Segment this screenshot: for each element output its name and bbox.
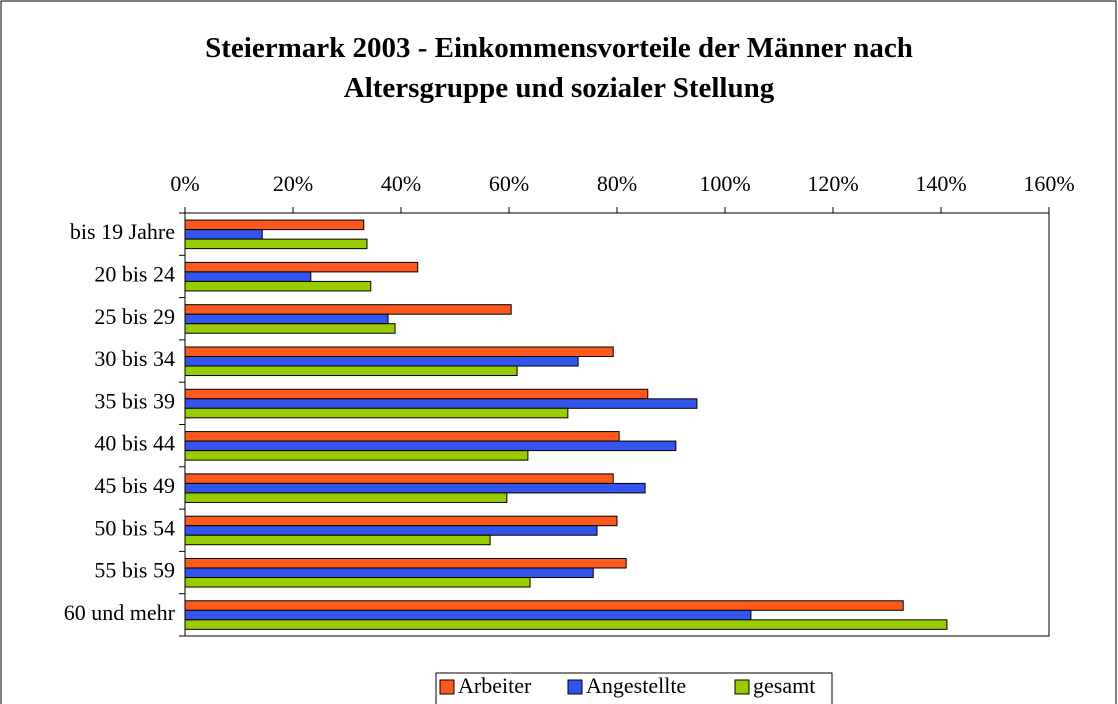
bar (184, 534, 491, 546)
y-tick-label: 20 bis 24 (94, 261, 175, 286)
bar (184, 440, 677, 452)
x-tick-label: 120% (807, 171, 858, 196)
bar (184, 313, 389, 325)
bar (184, 431, 620, 442)
x-tick-label: 20% (273, 171, 313, 196)
legend-label: Angestellte (586, 673, 686, 698)
legend-frame (435, 672, 833, 704)
x-tick-label: 160% (1023, 171, 1074, 196)
y-tick-label: 40 bis 44 (94, 431, 175, 456)
bar (184, 323, 396, 334)
bar (184, 238, 368, 250)
bar (184, 492, 508, 503)
legend-swatch (567, 679, 583, 695)
x-tick-label: 40% (381, 171, 421, 196)
bar (184, 473, 614, 484)
legend-label: Arbeiter (458, 673, 532, 698)
y-tick-label: 55 bis 59 (94, 558, 175, 583)
bar (184, 619, 948, 630)
bar (184, 219, 365, 231)
x-tick-label: 60% (489, 171, 529, 196)
x-tick-label: 0% (170, 171, 199, 196)
y-tick-label: 30 bis 34 (94, 346, 175, 371)
bar (184, 271, 312, 282)
bar (184, 567, 594, 579)
y-tick-label: 50 bis 54 (94, 515, 175, 540)
x-tick-label: 80% (597, 171, 637, 196)
bar (184, 600, 904, 611)
bar (184, 450, 529, 461)
y-tick-label: 60 und mehr (64, 600, 176, 625)
bar (184, 388, 649, 400)
x-tick-label: 140% (915, 171, 966, 196)
bar (184, 229, 263, 240)
bar (184, 482, 646, 494)
x-tick-label: 100% (699, 171, 750, 196)
bar (184, 407, 569, 419)
chart-title: Steiermark 2003 - Einkommensvorteile der… (205, 32, 913, 104)
legend-label: gesamt (753, 673, 815, 698)
legend-swatch (734, 679, 750, 695)
y-tick-label: bis 19 Jahre (70, 219, 175, 244)
bar (184, 609, 752, 621)
bar (184, 346, 614, 358)
y-tick-label: 25 bis 29 (94, 304, 175, 329)
bar (184, 261, 419, 273)
y-tick-label: 35 bis 39 (94, 388, 175, 413)
bar (184, 398, 698, 409)
bar (184, 525, 598, 536)
y-tick-label: 45 bis 49 (94, 473, 175, 498)
bar (184, 577, 531, 588)
bar (184, 365, 518, 377)
bar (184, 304, 512, 315)
bar (184, 557, 627, 569)
bar (184, 356, 579, 367)
bar (184, 515, 618, 527)
legend-swatch (439, 679, 455, 695)
bar (184, 280, 372, 292)
